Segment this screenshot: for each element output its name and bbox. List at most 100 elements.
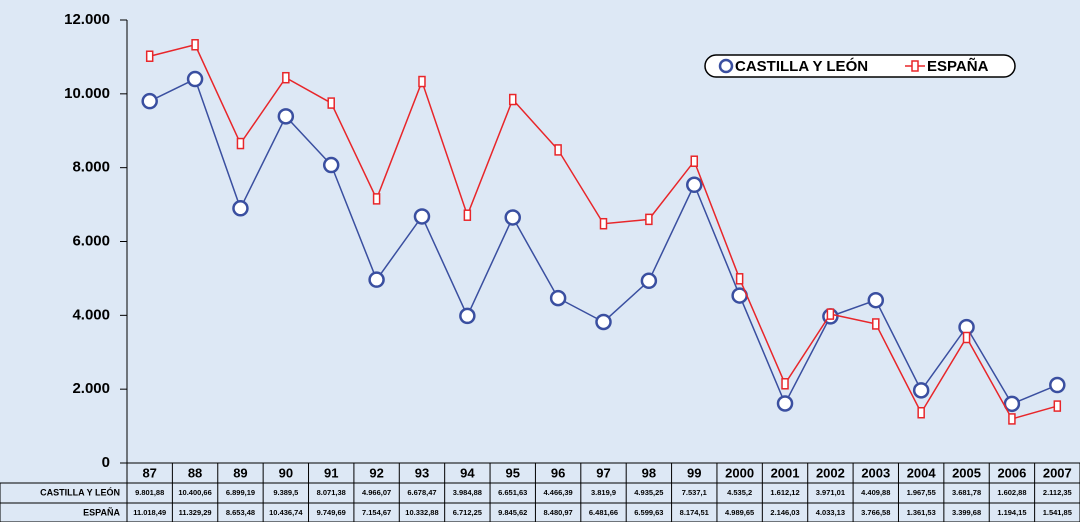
legend-box [704,54,1016,78]
data-label: 6.678,47 [407,488,436,497]
data-label: 3.984,88 [453,488,482,497]
x-tick-label: 87 [142,465,156,480]
x-tick-label: 89 [233,465,247,480]
data-label: 10.436,74 [269,508,303,517]
data-label: 1.602,88 [997,488,1026,497]
x-tick-label: 94 [460,465,475,480]
data-label: 4.989,65 [725,508,754,517]
marker [1008,413,1016,425]
data-label: 6.899,19 [226,488,255,497]
data-label: 3.971,01 [816,488,845,497]
y-tick-label: 2.000 [72,380,110,397]
legend-label: ESPAÑA [927,57,989,75]
data-label: 4.966,07 [362,488,391,497]
x-tick-label: 2007 [1043,465,1072,480]
x-tick-label: 99 [687,465,701,480]
marker [463,209,472,221]
marker [413,208,431,225]
data-label: 10.332,88 [405,508,438,517]
data-label: 6.599,63 [634,508,663,517]
series-line [149,77,1058,406]
data-label: 7.154,67 [362,508,391,517]
x-tick-label: 93 [415,465,429,480]
data-label: 10.400,66 [178,488,211,497]
marker [508,93,517,106]
marker [735,273,744,285]
x-tick-label: 96 [551,465,565,480]
y-tick-label: 6.000 [72,232,110,249]
data-label: 4.535,2 [727,488,752,497]
marker [1003,395,1021,413]
legend-marker [911,60,919,72]
data-label: 6.651,63 [498,488,527,497]
marker [145,50,154,62]
y-tick-label: 10.000 [64,85,110,102]
data-label: 3.399,68 [952,508,981,517]
marker [640,272,658,290]
data-label: 9.801,88 [135,488,164,497]
x-tick-label: 2002 [816,465,845,480]
marker [141,92,158,110]
marker [277,108,295,125]
data-label: 1.541,85 [1043,508,1072,517]
y-tick-label: 12.000 [64,11,110,28]
legend-marker [718,58,734,74]
data-label: 1.361,53 [907,508,936,517]
data-label: 2.146,03 [770,508,799,517]
data-label: 3.681,78 [952,488,981,497]
data-label: 3.766,58 [861,508,890,517]
x-tick-label: 2004 [907,465,937,480]
marker [686,176,703,194]
x-tick-label: 91 [324,465,338,480]
marker [327,97,335,109]
marker [186,70,204,88]
data-label: 4.466,39 [544,488,573,497]
legend-label: CASTILLA Y LEÓN [735,57,868,75]
x-tick-label: 88 [188,465,202,480]
data-label: 2.112,35 [1043,488,1072,497]
marker [418,75,426,88]
marker [912,382,930,399]
data-label: 9.845,62 [498,508,527,517]
marker [236,137,245,150]
x-tick-label: 92 [369,465,383,480]
marker [554,144,562,156]
data-label: 6.712,25 [453,508,482,517]
data-label: 8.071,38 [317,488,346,497]
marker [962,331,971,344]
x-tick-label: 2003 [861,465,890,480]
x-tick-label: 2001 [771,465,800,480]
marker [1053,400,1062,412]
data-label: 4.409,88 [861,488,890,497]
marker [826,308,835,320]
x-tick-label: 2006 [997,465,1026,480]
y-tick-label: 4.000 [72,306,110,323]
data-label: 1.967,55 [907,488,936,497]
data-label: 11.018,49 [133,508,166,517]
marker [776,395,794,412]
marker [690,155,699,167]
marker [599,217,608,230]
x-tick-label: 2000 [725,465,754,480]
data-label: 7.537,1 [682,488,707,497]
x-tick-label: 95 [506,465,520,480]
y-tick-label: 8.000 [72,159,110,176]
data-label: 6.481,66 [589,508,618,517]
marker [282,71,290,84]
row-label: ESPAÑA [83,507,120,517]
marker [191,39,199,51]
data-label: 11.329,29 [179,508,212,517]
marker [867,291,885,309]
x-tick-label: 2005 [952,465,981,480]
marker [872,318,880,330]
marker [1049,376,1066,394]
series-line [149,43,1058,420]
data-label: 9.749,69 [317,508,346,517]
marker [372,193,381,205]
marker [645,213,653,226]
row-label: CASTILLA Y LEÓN [40,486,120,497]
marker [232,200,249,217]
marker [917,406,925,419]
marker [504,209,521,226]
data-label: 8.174,51 [680,508,709,517]
